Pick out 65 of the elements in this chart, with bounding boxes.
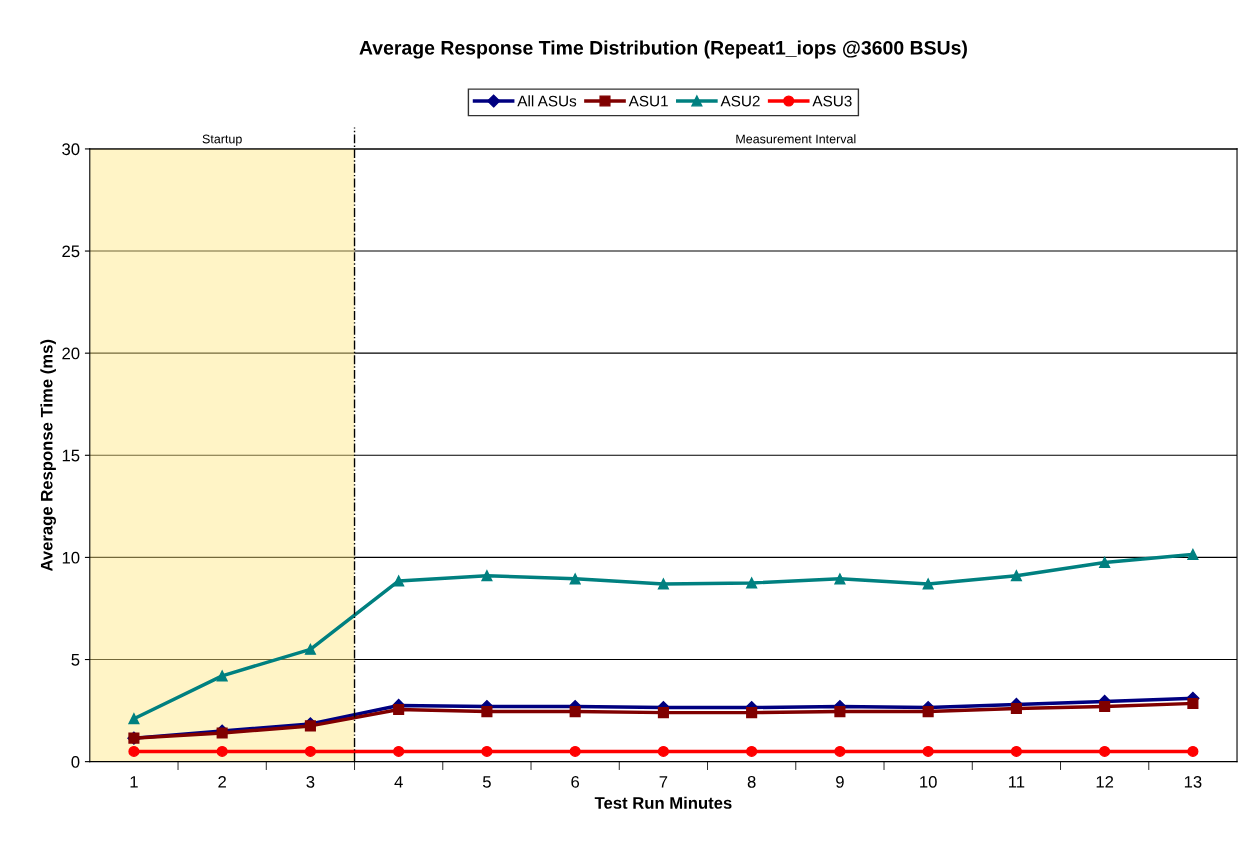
point — [304, 643, 316, 655]
point — [1099, 700, 1111, 713]
point — [128, 745, 140, 757]
point — [1187, 548, 1199, 560]
y-tick-label: 25 — [62, 245, 80, 258]
point — [481, 745, 493, 757]
chart-title: Average Response Time Distribution (Repeat1_iops @3600 BSUs) — [359, 40, 967, 59]
y-tick-label: 30 — [62, 143, 80, 156]
point — [657, 578, 669, 590]
point — [569, 706, 581, 718]
point — [304, 745, 316, 757]
y-axis-title: Average Response Time (ms) — [40, 339, 56, 572]
point — [1187, 745, 1199, 757]
point — [481, 706, 493, 718]
point — [393, 704, 405, 716]
point — [746, 577, 758, 589]
point — [922, 745, 934, 757]
point — [393, 575, 405, 587]
legend-label: All ASUs — [517, 95, 577, 107]
point — [922, 706, 934, 718]
point — [1187, 697, 1199, 709]
y-tick-label: 0 — [71, 756, 80, 768]
x-tick-label: 12 — [1096, 775, 1114, 788]
x-tick-label: 8 — [747, 775, 756, 788]
y-tick-label: 15 — [62, 449, 80, 462]
y-tick-label: 20 — [62, 347, 80, 360]
point — [1099, 745, 1111, 757]
point — [834, 573, 846, 585]
point — [834, 745, 846, 757]
point — [1010, 702, 1022, 715]
x-tick-label: 7 — [659, 776, 668, 788]
x-axis-title: Test Run Minutes — [594, 796, 732, 809]
point — [657, 745, 669, 757]
point — [746, 745, 758, 757]
point — [216, 745, 228, 757]
legend-label: ASU2 — [720, 95, 760, 107]
x-tick-label: 3 — [306, 775, 315, 788]
legend-label: ASU1 — [628, 95, 668, 107]
band-label: Startup — [202, 134, 242, 146]
point — [746, 707, 758, 719]
x-tick-label: 9 — [836, 775, 844, 788]
point — [569, 573, 581, 585]
point — [569, 745, 581, 757]
x-tick-label: 10 — [920, 775, 937, 788]
text: Measurement Interval — [736, 134, 856, 144]
x-tick-label: 6 — [571, 775, 580, 788]
point — [128, 713, 140, 725]
point — [393, 745, 405, 757]
point — [1010, 570, 1022, 582]
y-tick-label: 5 — [71, 654, 80, 666]
x-tick-label: 5 — [482, 776, 491, 788]
x-tick-label: 2 — [218, 775, 226, 788]
point — [1010, 745, 1022, 757]
x-tick-label: 13 — [1184, 775, 1202, 788]
point — [657, 707, 669, 719]
x-tick-label: 4 — [394, 776, 403, 788]
x-tick-label: 11 — [1009, 776, 1025, 788]
point — [1099, 556, 1111, 569]
point — [922, 578, 934, 590]
x-tick-label: 1 — [130, 776, 138, 788]
point — [216, 670, 228, 682]
point — [481, 570, 493, 582]
point — [834, 706, 846, 718]
y-tick-label: 10 — [62, 551, 80, 564]
legend-label: ASU3 — [812, 95, 852, 107]
